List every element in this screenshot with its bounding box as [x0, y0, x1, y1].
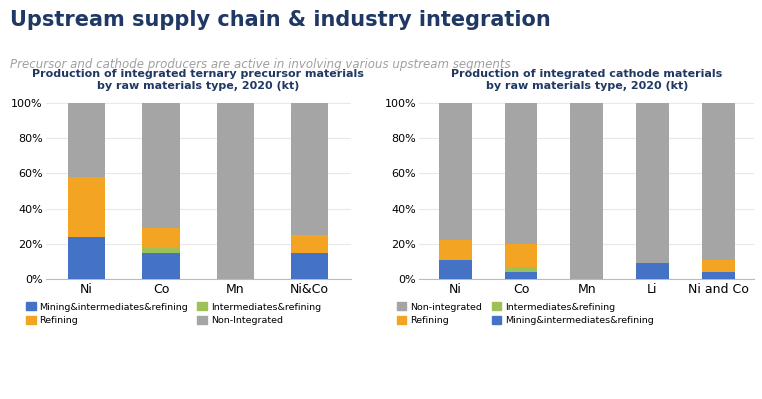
Bar — [142, 228, 180, 247]
Bar — [68, 103, 105, 177]
Bar — [504, 244, 537, 267]
Bar — [142, 253, 180, 279]
Bar — [702, 260, 735, 272]
Bar — [291, 235, 328, 253]
Text: Upstream supply chain & industry integration: Upstream supply chain & industry integra… — [10, 10, 551, 30]
Bar — [216, 103, 254, 279]
Legend: Non-integrated, Refining, Intermediates&refining, Mining&intermediates&refining: Non-integrated, Refining, Intermediates&… — [397, 302, 654, 326]
Bar — [636, 263, 669, 279]
Bar — [439, 241, 472, 260]
Bar — [636, 103, 669, 263]
Bar — [439, 260, 472, 279]
Text: Precursor and cathode producers are active in involving various upstream segment: Precursor and cathode producers are acti… — [10, 58, 511, 71]
Bar — [68, 177, 105, 237]
Bar — [142, 103, 180, 228]
Bar — [504, 267, 537, 272]
Title: Production of integrated ternary precursor materials
by raw materials type, 2020: Production of integrated ternary precurs… — [32, 69, 364, 91]
Bar — [439, 103, 472, 241]
Bar — [702, 103, 735, 260]
Bar — [291, 253, 328, 279]
Bar — [68, 237, 105, 279]
Bar — [291, 103, 328, 235]
Bar — [570, 103, 604, 279]
Bar — [504, 103, 537, 244]
Title: Production of integrated cathode materials
by raw materials type, 2020 (kt): Production of integrated cathode materia… — [451, 69, 722, 91]
Bar — [702, 272, 735, 279]
Bar — [504, 272, 537, 279]
Legend: Mining&intermediates&refining, Refining, Intermediates&refining, Non-Integrated: Mining&intermediates&refining, Refining,… — [26, 302, 321, 326]
Bar — [142, 247, 180, 253]
